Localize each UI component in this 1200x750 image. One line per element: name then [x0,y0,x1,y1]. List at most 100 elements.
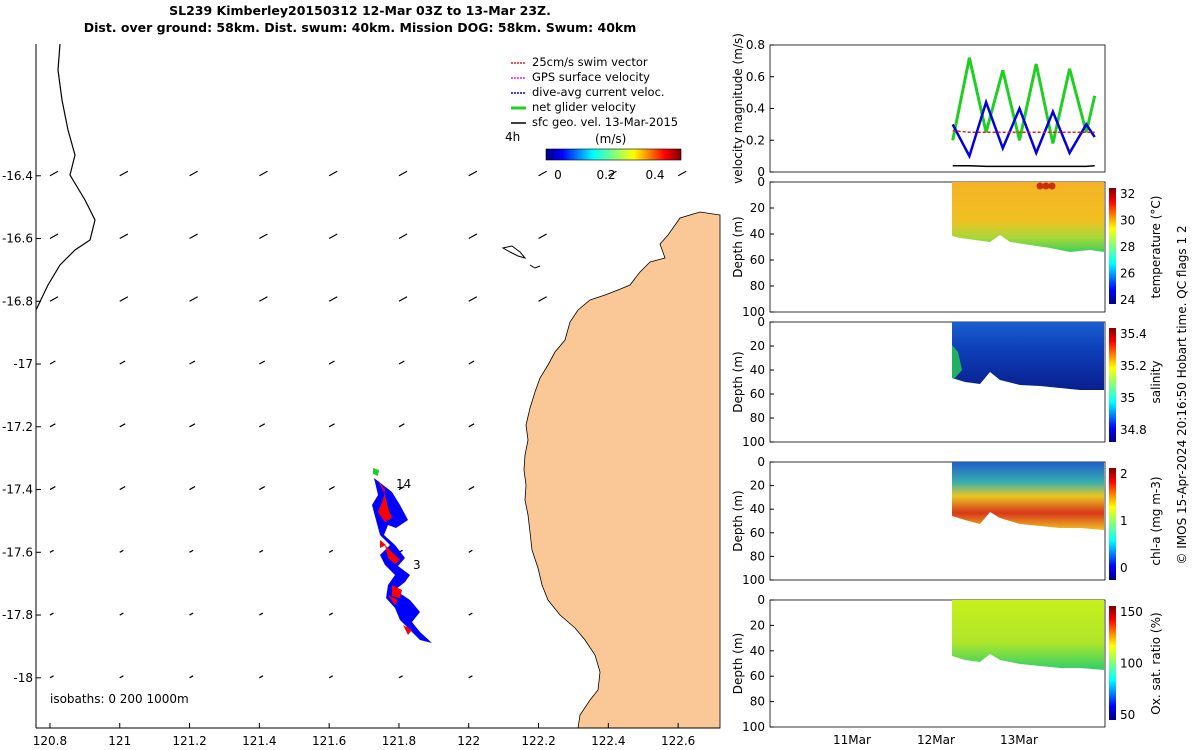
panel-0-ytick: 0.8 [746,38,765,52]
current-arrow [189,233,198,240]
map-xtick-label: 122 [457,734,480,748]
panel-2-cbar-tick: 35 [1120,391,1135,405]
current-vector-field [49,170,687,679]
colorbar-tick-2: 0.4 [645,168,664,182]
panel-0-ylabel: velocity magnitude (m/s) [731,33,745,184]
current-arrow [49,423,56,428]
panel-0-ytick: 0 [757,165,765,179]
panel-2-cbar-label: salinity [1149,360,1163,403]
current-arrow [49,360,56,365]
time-tick-11mar: 11Mar [833,733,871,747]
panel-2-ytick: 60 [750,387,765,401]
time-tick-13mar: 13Mar [1000,733,1038,747]
panel-2-ytick: 40 [750,363,765,377]
current-arrow [259,296,268,302]
colorbar-tick-0: 0 [554,168,562,182]
panel-4-cbar-label: Ox. sat. ratio (%) [1149,612,1163,714]
panel-2-ytick: 0 [757,315,765,329]
land-area [523,211,721,729]
current-arrow [468,423,475,428]
isobaths-label: isobaths: 0 200 1000m [50,692,189,706]
velocity-panel [769,44,1106,173]
panel-4-cbar-tick: 50 [1120,708,1135,722]
current-arrow [119,170,129,177]
glider-track: 14 3 [372,468,432,643]
current-arrow [677,170,687,177]
current-arrow [608,170,617,177]
map-xtick-label: 121.6 [312,734,346,748]
title-line-2: Dist. over ground: 58km. Dist. swum: 40k… [83,20,637,35]
island-1 [501,245,527,259]
current-arrow [119,612,124,616]
current-arrow [328,296,338,302]
oxygen-colorbar [1109,606,1116,720]
panel-1-ytick: 0 [757,175,765,189]
colorbar-tick-1: 0.2 [596,168,615,182]
time-series-panels [769,44,1116,728]
panel-3-cbar-tick: 2 [1120,467,1128,481]
salinity-section [952,322,1104,390]
current-arrow [538,296,547,302]
panel-4-ytick: 100 [742,720,765,734]
temperature-colorbar [1109,188,1116,304]
series-dive-avg-current-veloc- [951,98,1096,160]
panel-2-cbar-tick: 34.8 [1120,423,1147,437]
title-line-1: SL239 Kimberley20150312 12-Mar 03Z to 13… [169,3,551,18]
current-arrow [189,675,194,679]
current-arrow [259,170,268,177]
current-arrow [259,233,268,240]
current-arrow [398,233,408,240]
panel-3-ytick: 60 [750,526,765,540]
map-xtick-label: 121 [108,734,131,748]
current-arrow [119,486,126,491]
net-glider-velocity-mark [373,468,379,476]
panel-1-ytick: 100 [742,305,765,319]
panel-1-cbar-tick: 30 [1120,214,1135,228]
current-arrow [468,296,478,302]
temperature-section [952,182,1104,252]
panel-3-ytick: 20 [750,479,765,493]
panel-1-ytick: 60 [750,253,765,267]
current-arrow [189,423,196,428]
legend-sfc: sfc geo. vel. 13-Mar-2015 [532,115,678,129]
current-arrow [49,675,54,679]
current-arrow [468,360,475,365]
panel-4-cbar-tick: 150 [1120,605,1143,619]
current-arrow [468,612,473,616]
current-arrow [328,675,334,679]
map-legend: 25cm/s swim vector GPS surface velocity … [505,55,682,182]
panel-1-ytick: 20 [750,201,765,215]
figure-title: SL239 Kimberley20150312 12-Mar 03Z to 13… [0,2,720,36]
panel-4-ytick: 80 [750,695,765,709]
panel-3-ytick: 0 [757,455,765,469]
current-arrow [468,549,473,553]
current-arrow [189,612,194,616]
panel-2-ytick: 100 [742,435,765,449]
footer-credit: © IMOS 15-Apr-2024 20:16:50 Hobart time.… [1175,225,1189,564]
current-arrow [398,170,408,177]
chla-colorbar [1109,468,1116,580]
oxygen-section [952,600,1104,670]
panel-2-cbar-tick: 35.2 [1120,359,1147,373]
map-x-ticks: 120.8 121 121.2 121.4 121.6 121.8 122 122.2 122.… [33,723,695,748]
panel-3-cbar-label: chl-a (mg m-3) [1149,476,1163,565]
panel-1-ytick: 40 [750,227,765,241]
island-2 [529,264,541,269]
current-arrow [49,170,59,177]
legend-net: net glider velocity [532,100,636,114]
panel-0-ytick: 0.6 [746,70,765,84]
time-tick-12mar: 12Mar [917,733,955,747]
map-xtick-label: 122.4 [591,734,625,748]
current-arrow [119,549,124,553]
current-arrow [328,170,338,177]
map-ytick-label: -17.6 [2,545,33,559]
current-arrow [538,170,547,177]
current-arrow [398,486,405,491]
panel-4-ytick: 0 [757,593,765,607]
panel-3-cbar-tick: 1 [1120,514,1128,528]
map-ytick-label: -16.4 [2,169,33,183]
swim-vectors [378,480,412,635]
map-ytick-label: -16.8 [2,294,33,308]
current-arrow [49,486,56,491]
